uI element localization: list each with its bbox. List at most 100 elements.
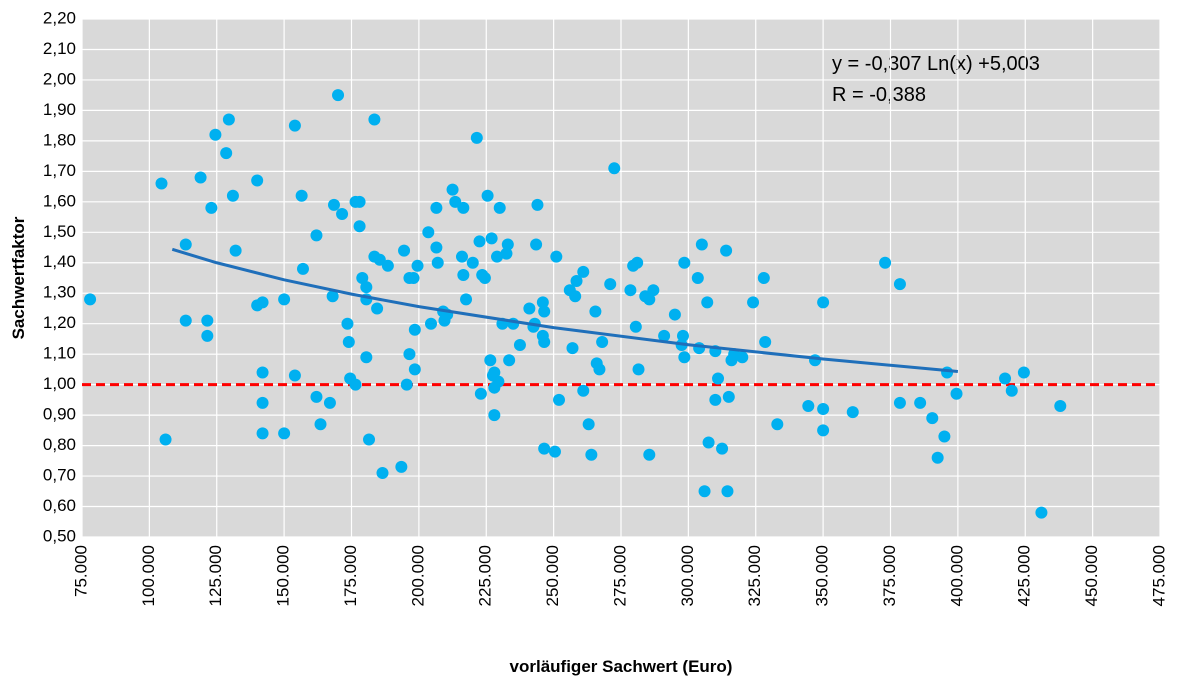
point <box>295 189 308 202</box>
x-tick-label: 300.000 <box>678 545 697 606</box>
point <box>314 418 327 431</box>
y-axis-title: Sachwertfaktor <box>9 216 28 339</box>
point <box>809 354 822 367</box>
x-tick-label: 150.000 <box>274 545 293 606</box>
point <box>1035 506 1048 519</box>
point <box>538 305 551 318</box>
point <box>341 317 354 330</box>
point <box>538 335 551 348</box>
x-tick-label: 250.000 <box>543 545 562 606</box>
point <box>353 195 366 208</box>
point <box>371 302 384 315</box>
x-tick-label: 450.000 <box>1082 545 1101 606</box>
point <box>470 131 483 144</box>
point <box>278 427 291 440</box>
x-axis-title: vorläufiger Sachwert (Euro) <box>510 657 733 676</box>
y-tick-label: 1,20 <box>43 313 76 332</box>
point <box>550 250 563 263</box>
point <box>747 296 760 309</box>
point <box>631 256 644 269</box>
point <box>327 198 340 211</box>
point <box>466 256 479 269</box>
point <box>536 296 549 309</box>
y-tick-label: 1,70 <box>43 161 76 180</box>
point <box>84 293 97 306</box>
point <box>296 262 309 275</box>
y-tick-label: 1,60 <box>43 191 76 210</box>
point <box>596 335 609 348</box>
point <box>570 275 583 288</box>
point <box>941 366 954 379</box>
point <box>1017 366 1030 379</box>
point <box>720 244 733 257</box>
point <box>209 128 222 141</box>
point <box>931 451 944 464</box>
y-tick-label: 0,50 <box>43 526 76 545</box>
y-tick-label: 0,70 <box>43 466 76 485</box>
point <box>457 268 470 281</box>
point <box>893 396 906 409</box>
point <box>701 296 714 309</box>
point <box>256 296 269 309</box>
point <box>256 366 269 379</box>
point <box>676 329 689 342</box>
point <box>771 418 784 431</box>
y-tick-label: 1,10 <box>43 344 76 363</box>
annotation: y = -0,307 Ln(x) +5,003 <box>832 53 1040 75</box>
annotation: R = -0,388 <box>832 84 926 106</box>
point <box>538 442 551 455</box>
point <box>220 147 233 160</box>
point <box>460 293 473 306</box>
point <box>288 119 301 132</box>
y-tick-label: 1,40 <box>43 252 76 271</box>
point <box>693 342 706 355</box>
x-tick-label: 325.000 <box>745 545 764 606</box>
x-tick-label: 425.000 <box>1015 545 1034 606</box>
point <box>999 372 1012 385</box>
point <box>577 265 590 278</box>
point <box>222 113 235 126</box>
point <box>722 390 735 403</box>
point <box>323 396 336 409</box>
point <box>411 259 424 272</box>
point <box>553 393 566 406</box>
point <box>629 320 642 333</box>
point <box>376 467 389 480</box>
point <box>698 485 711 498</box>
x-tick-label: 200.000 <box>408 545 427 606</box>
point <box>360 351 373 364</box>
point <box>736 351 749 364</box>
x-tick-label: 125.000 <box>206 545 225 606</box>
point <box>356 272 369 284</box>
y-tick-label: 0,80 <box>43 435 76 454</box>
point <box>914 396 927 409</box>
point <box>288 369 301 382</box>
point <box>709 393 722 406</box>
y-tick-label: 1,50 <box>43 222 76 241</box>
point <box>643 293 656 306</box>
point <box>363 433 376 446</box>
y-tick-label: 0,60 <box>43 496 76 515</box>
point <box>523 302 536 315</box>
point <box>632 363 645 376</box>
point <box>716 442 729 455</box>
point <box>155 177 168 190</box>
y-tick-label: 1,00 <box>43 374 76 393</box>
point <box>938 430 951 443</box>
point <box>500 247 513 260</box>
point <box>624 284 637 297</box>
point <box>593 363 606 376</box>
point <box>430 241 443 254</box>
point <box>712 372 725 385</box>
point <box>647 284 660 297</box>
point <box>332 89 345 102</box>
point <box>950 387 963 400</box>
y-tick-label: 1,30 <box>43 283 76 302</box>
x-tick-label: 475.000 <box>1149 545 1168 606</box>
point <box>205 201 218 214</box>
point <box>643 448 656 461</box>
point <box>368 113 381 126</box>
point <box>336 208 349 221</box>
point <box>349 378 362 391</box>
